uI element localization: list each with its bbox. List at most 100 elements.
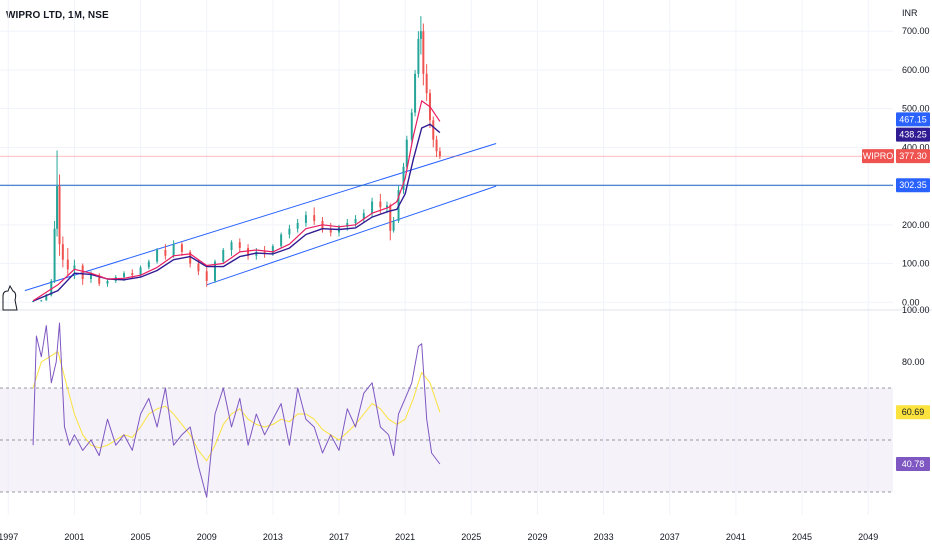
candle-body xyxy=(66,259,69,270)
horizontal-lines[interactable] xyxy=(0,155,893,186)
price-tick-label: 700.00 xyxy=(902,26,930,36)
price-tick-label: 200.00 xyxy=(902,220,930,230)
candle-body xyxy=(189,251,192,264)
candle-body xyxy=(73,265,76,270)
candle-body xyxy=(61,244,64,260)
time-tick-label: 1997 xyxy=(0,532,18,542)
candle-body xyxy=(180,244,183,252)
candle-body xyxy=(89,275,92,280)
candle-body xyxy=(371,201,374,214)
candle-body xyxy=(410,112,413,140)
candle-body xyxy=(389,205,392,231)
trend-channel[interactable] xyxy=(24,143,497,292)
candle-body xyxy=(313,215,316,221)
ema-slow-price-tag-bg xyxy=(896,112,930,127)
candle-body xyxy=(422,31,425,74)
price-tick-label: 500.00 xyxy=(902,104,930,114)
price-tick-label: 0.00 xyxy=(902,297,920,307)
time-tick-label: 2013 xyxy=(263,532,283,542)
rsi-tick-label: 80.00 xyxy=(902,357,925,367)
candle-body xyxy=(156,249,159,262)
candle-body xyxy=(296,222,299,229)
candle-body xyxy=(139,267,142,276)
candle-body xyxy=(58,186,61,245)
candle-body xyxy=(280,234,283,247)
candle-body xyxy=(205,271,208,281)
ticker-tag: WIPRO xyxy=(862,149,894,164)
candle-body xyxy=(147,261,150,268)
chart-title: WIPRO LTD, 1M, NSE xyxy=(6,10,109,21)
candle-body xyxy=(131,273,134,276)
ema-slow-price-tag: 467.15 xyxy=(896,112,930,127)
time-tick-label: 2025 xyxy=(461,532,481,542)
ema-slow-price-tag-text: 467.15 xyxy=(899,114,927,124)
candle-body xyxy=(346,222,349,227)
candle-body xyxy=(45,295,48,301)
candle-body xyxy=(362,213,365,220)
price-tick-label: 100.00 xyxy=(902,259,930,269)
rsi-value-tag-text: 40.78 xyxy=(902,459,925,469)
candle-body xyxy=(417,38,420,74)
candle-body xyxy=(304,215,307,223)
price-tags: 467.15 438.25 377.30 WIPRO 302.35 60.69 40.78 xyxy=(862,112,930,471)
candle-body xyxy=(40,300,43,302)
candle-body xyxy=(385,205,388,208)
time-tick-label: 2045 xyxy=(792,532,812,542)
tradingview-logo-icon[interactable] xyxy=(2,284,18,311)
time-tick-label: 2041 xyxy=(726,532,746,542)
time-tick-label: 2033 xyxy=(594,532,614,542)
support-price-tag-bg xyxy=(896,178,930,193)
candle-body xyxy=(255,251,258,256)
last-price-tag: 377.30 xyxy=(896,149,930,164)
candle-body xyxy=(438,151,441,157)
candle-body xyxy=(197,263,200,272)
rsi-line xyxy=(32,322,441,498)
rsi-ma-value-tag-text: 60.69 xyxy=(902,407,925,417)
rsi-value-tag: 40.78 xyxy=(896,456,930,471)
candle-body xyxy=(425,73,428,94)
candle-body xyxy=(222,249,225,262)
rsi-band xyxy=(0,387,893,493)
candle-body xyxy=(56,186,59,229)
candle-body xyxy=(402,166,405,190)
price-tick-label: 400.00 xyxy=(902,142,930,152)
support-price-tag: 302.35 xyxy=(896,178,930,193)
candle-body xyxy=(32,301,35,303)
candle-body xyxy=(379,201,382,208)
ticker-tag-bg xyxy=(862,149,894,164)
candle-body xyxy=(329,228,332,233)
price-tick-label: 600.00 xyxy=(902,65,930,75)
candle-body xyxy=(271,246,274,254)
ema-fast-line xyxy=(32,100,441,302)
last-price-tag-text: 377.30 xyxy=(899,151,927,161)
candle-body xyxy=(123,273,126,278)
candle-body xyxy=(247,248,250,256)
ema-fast-price-tag-text: 438.25 xyxy=(899,130,927,140)
candle-body xyxy=(354,219,357,223)
time-tick-label: 2049 xyxy=(858,532,878,542)
candle-body xyxy=(419,31,422,39)
currency-label: INR xyxy=(902,8,918,18)
rsi-ma-value-tag: 60.69 xyxy=(896,405,930,420)
moving-averages xyxy=(32,100,441,302)
ticker-tag-text: WIPRO xyxy=(863,151,894,161)
channel-line xyxy=(206,185,497,286)
candle-body xyxy=(213,261,216,281)
time-tick-label: 2009 xyxy=(197,532,217,542)
candle-body xyxy=(50,280,53,296)
candle-body xyxy=(172,244,175,256)
rsi-ma-value-tag-bg xyxy=(896,405,930,420)
support-price-tag-text: 302.35 xyxy=(899,180,927,190)
candle-body xyxy=(405,139,408,167)
time-tick-label: 2005 xyxy=(131,532,151,542)
candle-body xyxy=(81,265,84,280)
rsi-lines xyxy=(32,322,441,498)
candle-body xyxy=(435,139,438,152)
ema-slow-line xyxy=(32,123,441,302)
last-price-tag-bg xyxy=(896,149,930,164)
candle-body xyxy=(414,73,417,113)
candle-body xyxy=(392,220,395,231)
candle-body xyxy=(164,249,167,256)
time-axis[interactable]: 1997 2001 2005 2009 2013 2017 2021 2025 2029 2033… xyxy=(0,532,878,542)
